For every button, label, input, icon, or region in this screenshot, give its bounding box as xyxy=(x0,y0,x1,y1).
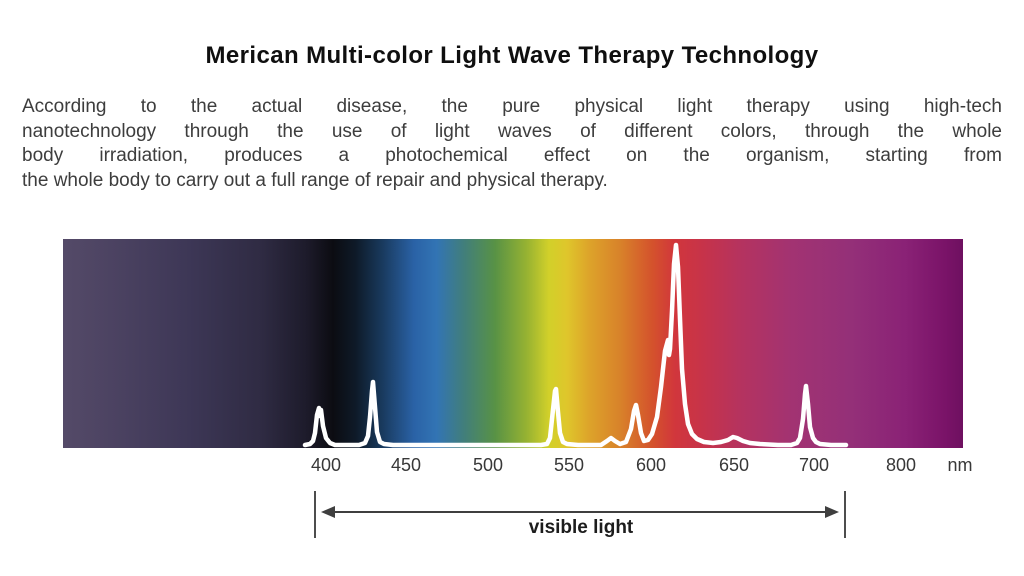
paragraph-line: According to the actual disease, the pur… xyxy=(22,96,1002,117)
paragraph-line: body irradiation, produces a photochemic… xyxy=(22,145,1002,166)
spectrum-gradient-band xyxy=(63,239,963,448)
axis-tick-label: 700 xyxy=(798,455,830,475)
range-right-bar xyxy=(844,491,846,538)
paragraph-line: nanotechnology through the use of light … xyxy=(22,120,1002,142)
axis-tick-label: 450 xyxy=(390,455,422,475)
arrow-left-head-icon xyxy=(321,506,335,518)
axis-unit-label: nm xyxy=(947,455,973,475)
axis-tick-label: 800 xyxy=(885,455,917,475)
visible-light-label: visible light xyxy=(528,517,634,538)
intro-paragraph: According to the actual disease, the pur… xyxy=(22,95,1002,193)
emission-spectrum-curve xyxy=(302,242,849,448)
range-left-bar xyxy=(314,491,316,538)
axis-tick-label: 600 xyxy=(635,455,667,475)
axis-tick-label: 500 xyxy=(472,455,504,475)
arrow-right-head-icon xyxy=(825,506,839,518)
axis-tick-label: 650 xyxy=(718,455,750,475)
range-arrow-line xyxy=(333,511,827,513)
paragraph-line: the whole body to carry out a full range… xyxy=(22,169,608,191)
axis-tick-label: 400 xyxy=(310,455,342,475)
axis-tick-label: 550 xyxy=(553,455,585,475)
page-title: Merican Multi-color Light Wave Therapy T… xyxy=(205,42,819,69)
